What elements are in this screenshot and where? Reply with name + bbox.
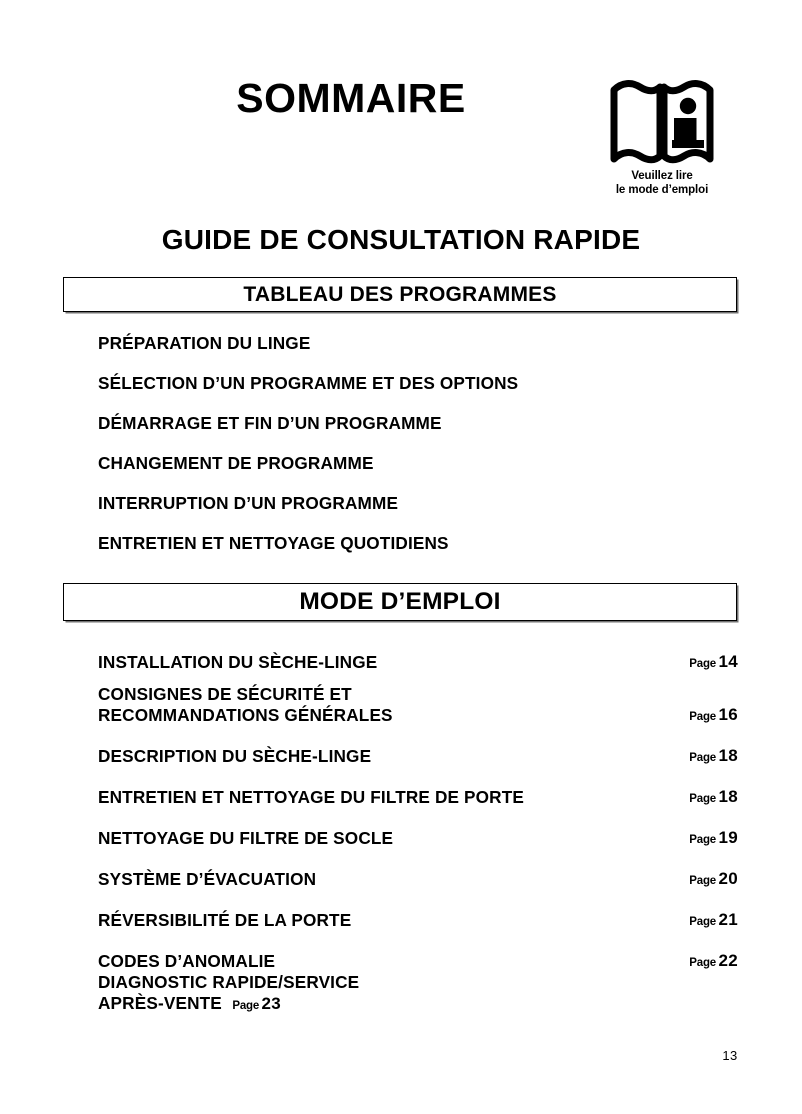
section-title: GUIDE DE CONSULTATION RAPIDE [161,224,641,255]
page-word: Page [689,875,716,887]
list-item-label: INSTALLATION DU SÈCHE-LINGE [98,652,378,672]
read-manual-caption-line-1: Veuillez lire [631,170,693,182]
read-manual-caption-line-2: le mode d’emploi [615,184,709,197]
folio-page-number: 13 [722,1048,738,1063]
list-item-label: CODES D’ANOMALIE [98,951,276,971]
page-reference: Page 23 [232,994,282,1014]
page-number: 18 [718,746,738,765]
page-word: Page [689,793,716,805]
page-reference: Page 18 [689,787,738,808]
list-item[interactable]: CHANGEMENT DE PROGRAMME [98,453,374,473]
banner-tableau-des-programmes: TABLEAU DES PROGRAMMES [63,277,737,312]
banner-mode-demploi: MODE D’EMPLOI [63,583,737,621]
page-title: SOMMAIRE [236,75,466,121]
page-word: Page [689,834,716,846]
mode-emploi-toc-list: INSTALLATION DU SÈCHE-LINGE Page 14 CONSI… [98,632,738,1025]
list-item[interactable]: DESCRIPTION DU SÈCHE-LINGE Page 18 [98,726,738,767]
page-number: 19 [718,828,738,847]
page-word: Page [232,1000,260,1012]
list-item[interactable]: DÉMARRAGE ET FIN D’UN PROGRAMME [98,413,442,433]
list-item[interactable]: INTERRUPTION D’UN PROGRAMME [98,493,399,513]
page-word: Page [689,711,716,723]
list-item[interactable]: CONSIGNES DE SÉCURITÉ ET RECOMMANDATIONS… [98,673,738,726]
list-item-label: ENTRETIEN ET NETTOYAGE DU FILTRE DE PORT… [98,787,525,807]
page-number: 18 [718,787,738,806]
page-reference: Page 20 [689,869,738,890]
read-manual-notice: Veuillez lire le mode d’emploi [598,80,726,198]
list-item[interactable]: CODES D’ANOMALIE Page 22 [98,931,738,972]
list-item[interactable]: ENTRETIEN ET NETTOYAGE DU FILTRE DE PORT… [98,767,738,808]
list-item[interactable]: SYSTÈME D’ÉVACUATION Page 20 [98,849,738,890]
list-item-label: NETTOYAGE DU FILTRE DE SOCLE [98,828,394,848]
list-item-label: DESCRIPTION DU SÈCHE-LINGE [98,746,372,766]
list-item[interactable]: SÉLECTION D’UN PROGRAMME ET DES OPTIONS [98,373,519,393]
page-number: 22 [718,951,738,970]
page-word: Page [689,752,716,764]
list-item[interactable]: RÉVERSIBILITÉ DE LA PORTE Page 21 [98,890,738,931]
page-reference: Page 22 [689,951,738,972]
page-reference: Page 19 [689,828,738,849]
page-reference: Page 21 [689,910,738,931]
list-item-label: DIAGNOSTIC RAPIDE/SERVICE APRÈS-VENTE [98,972,360,1013]
list-item-label: SYSTÈME D’ÉVACUATION [98,869,317,889]
list-item[interactable]: INSTALLATION DU SÈCHE-LINGE Page 14 [98,632,738,673]
list-item-label: RÉVERSIBILITÉ DE LA PORTE [98,910,352,930]
page-number: 21 [718,910,738,929]
page-number: 20 [718,869,738,888]
open-book-information-icon [610,80,714,164]
page-number: 14 [718,652,738,671]
list-item[interactable]: DIAGNOSTIC RAPIDE/SERVICE APRÈS-VENTE Pa… [98,972,738,1025]
list-item[interactable]: PRÉPARATION DU LINGE [98,333,311,353]
programmes-toc-list: PRÉPARATION DU LINGE SÉLECTION D’UN PROG… [98,331,738,571]
page-word: Page [689,957,716,969]
page-word: Page [689,658,716,670]
list-item[interactable]: NETTOYAGE DU FILTRE DE SOCLE Page 19 [98,808,738,849]
page-reference: Page 16 [689,705,738,726]
list-item-label: CONSIGNES DE SÉCURITÉ ET RECOMMANDATIONS… [98,684,393,725]
list-item[interactable]: ENTRETIEN ET NETTOYAGE QUOTIDIENS [98,533,449,553]
page-reference: Page 14 [689,652,738,673]
page-reference: Page 18 [689,746,738,767]
page-number: 16 [718,705,738,724]
page-number: 23 [261,994,282,1013]
page-word: Page [689,916,716,928]
read-manual-caption: Veuillez lire le mode d’emploi [598,169,726,198]
